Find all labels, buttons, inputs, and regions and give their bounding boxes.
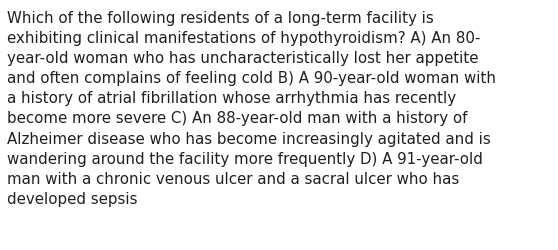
Text: Which of the following residents of a long-term facility is
exhibiting clinical : Which of the following residents of a lo… [7,11,496,206]
